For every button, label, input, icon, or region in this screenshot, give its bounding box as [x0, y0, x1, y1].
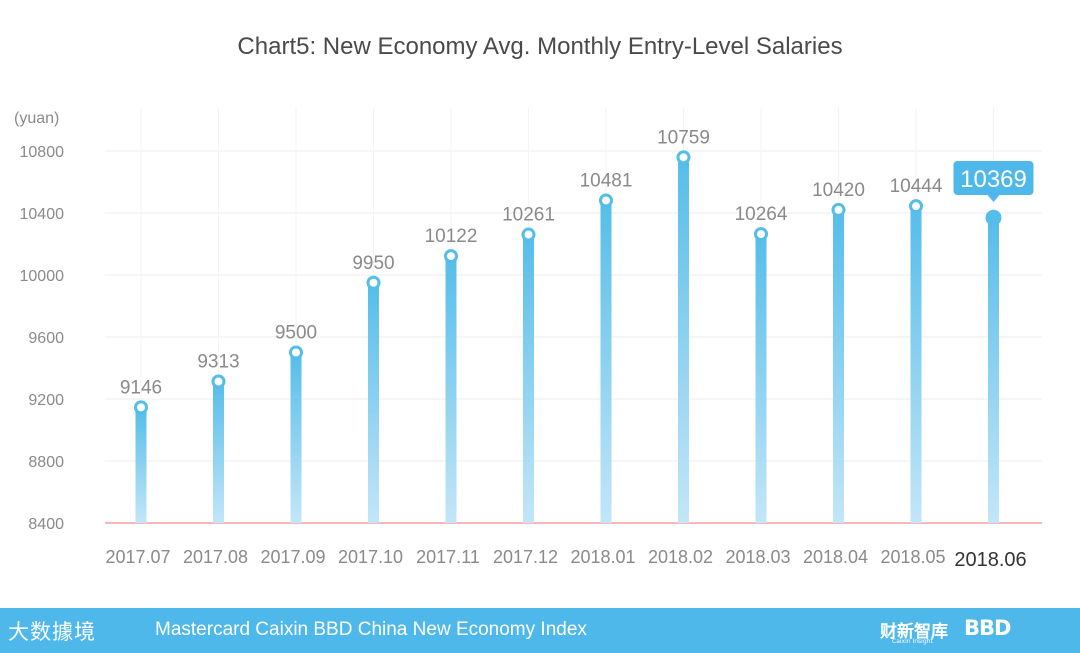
y-tick-label: 8400 [28, 516, 64, 533]
x-tick-label: 2018.04 [803, 547, 868, 567]
data-point [676, 150, 691, 165]
bar [755, 234, 767, 523]
caixin-insight-logo-sub: Caixin Insight [892, 638, 933, 645]
footer-banner: 大数據境 Mastercard Caixin BBD China New Eco… [0, 608, 1080, 653]
bar [833, 209, 844, 523]
x-tick-label: 2017.07 [105, 547, 170, 567]
value-labels: 9146 9313 9500 9950 10122 10261 10481 10759 1026… [120, 127, 1034, 398]
bbd-logo: BBD [964, 616, 1011, 640]
value-label: 10264 [735, 204, 788, 225]
data-point [599, 193, 613, 208]
x-tick-label: 2017.08 [183, 547, 248, 567]
data-point [134, 400, 148, 415]
x-tick-label: 2018.05 [880, 547, 945, 567]
value-callout [953, 161, 1034, 195]
value-label: 9500 [275, 323, 317, 344]
data-point [521, 227, 536, 242]
data-point [211, 374, 226, 389]
x-tick-label: 2018.03 [725, 547, 790, 567]
x-tick-label: 2018.01 [570, 547, 635, 567]
value-label: 10122 [425, 226, 478, 247]
data-point [754, 227, 768, 242]
bar [290, 352, 302, 523]
y-tick-label: 10800 [20, 144, 65, 161]
data-point [289, 345, 303, 360]
data-point [909, 199, 923, 214]
chart-title: Chart5: New Economy Avg. Monthly Entry-L… [237, 33, 843, 60]
chart-canvas: (yuan) 8400 8800 9200 9600 10000 10400 10800 9… [14, 108, 1042, 571]
value-label: 10420 [812, 180, 865, 201]
y-axis-ticks: 8400 8800 9200 9600 10000 10400 10800 [20, 144, 65, 533]
footer-index-name: Mastercard Caixin BBD China New Economy … [155, 619, 587, 640]
x-tick-label: 2017.09 [260, 547, 325, 567]
caixin-insight-logo: 财新智库 [880, 622, 948, 642]
highlight-point [985, 209, 1002, 226]
data-point [366, 275, 381, 290]
x-tick-label: 2018.06 [954, 549, 1026, 571]
value-label: 10481 [580, 170, 633, 191]
bar [135, 407, 147, 523]
y-tick-label: 10400 [20, 206, 65, 223]
y-tick-label: 10000 [20, 268, 65, 285]
value-label: 10759 [657, 127, 710, 148]
value-label: 10444 [890, 176, 943, 197]
data-point [831, 202, 846, 217]
bars [134, 150, 1002, 524]
gridlines [105, 108, 1042, 524]
bar [988, 217, 999, 523]
x-tick-label: 2017.10 [338, 547, 403, 567]
bar [678, 157, 689, 524]
data-point [444, 249, 458, 264]
value-label: 9950 [352, 253, 394, 274]
x-tick-label: 2018.02 [648, 547, 713, 567]
value-label: 9146 [120, 377, 162, 398]
value-label: 10261 [502, 205, 555, 226]
y-tick-label: 8800 [28, 454, 64, 471]
bar [213, 381, 224, 523]
x-axis-ticks: 2017.07 2017.08 2017.09 2017.10 2017.11 2017.… [105, 547, 1026, 571]
value-label: 9313 [197, 351, 239, 372]
x-tick-label: 2017.11 [416, 547, 480, 567]
y-tick-label: 9600 [28, 330, 64, 347]
bar [910, 206, 922, 523]
x-tick-label: 2017.12 [493, 547, 558, 567]
bar [600, 200, 612, 523]
value-label-highlight: 10369 [960, 166, 1027, 193]
y-axis-unit-label: (yuan) [14, 110, 59, 127]
value-callout-pointer [987, 195, 1000, 202]
bigdata-logo: 大数據境 [8, 620, 96, 644]
bar [523, 234, 534, 524]
y-tick-label: 9200 [28, 392, 64, 409]
bar [445, 256, 457, 523]
bar [368, 282, 379, 523]
